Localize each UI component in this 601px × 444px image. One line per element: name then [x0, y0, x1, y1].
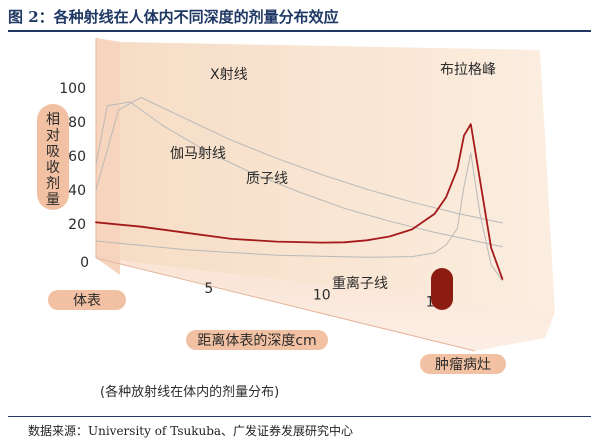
proton-label: 质子线 [246, 171, 288, 187]
reference-curve-line [95, 152, 503, 282]
title-divider [8, 30, 591, 32]
figure-title: 图 2：各种射线在人体内不同深度的剂量分布效应 [8, 8, 339, 26]
tumor-label: 肿瘤病灶 [435, 356, 491, 373]
y-axis-label: 相对吸收剂量 [46, 112, 60, 208]
reference-curve-line [95, 101, 503, 248]
xlabel-pill [186, 330, 328, 350]
x-tick-label: 10 [313, 288, 331, 304]
chart-left-wall [96, 38, 120, 275]
y-tick-label: 100 [59, 81, 86, 97]
bragg-peak-label: 布拉格峰 [440, 62, 496, 78]
gamma-label: 伽马射线 [170, 146, 226, 162]
source-divider [8, 416, 591, 417]
y-tick-label: 0 [80, 255, 89, 271]
chart-floor [96, 258, 555, 351]
chart-axis-bottom [95, 257, 476, 352]
tumor-marker [431, 268, 453, 310]
tumor-pill [420, 354, 506, 374]
bragg-curve-line [95, 123, 504, 280]
ylabel-pill [37, 104, 69, 210]
x-tick-label: 5 [204, 281, 213, 297]
chart-back-wall [96, 38, 555, 312]
source-note: 数据来源：University of Tsukuba、广发证券发展研究中心 [28, 424, 354, 438]
y-tick-label: 60 [68, 149, 86, 165]
reference-curve-line [95, 97, 503, 224]
origin-pill [48, 290, 126, 310]
chart-caption: (各种放射线在体内的剂量分布) [100, 384, 279, 400]
x-axis-label: 距离体表的深度cm [197, 332, 316, 349]
xray-label: X射线 [210, 67, 248, 83]
heavy-ion-label: 重离子线 [332, 275, 388, 292]
y-tick-label: 20 [68, 217, 86, 233]
y-tick-label: 80 [68, 115, 86, 131]
x-origin-label: 体表 [73, 293, 101, 309]
y-tick-label: 40 [68, 183, 86, 199]
